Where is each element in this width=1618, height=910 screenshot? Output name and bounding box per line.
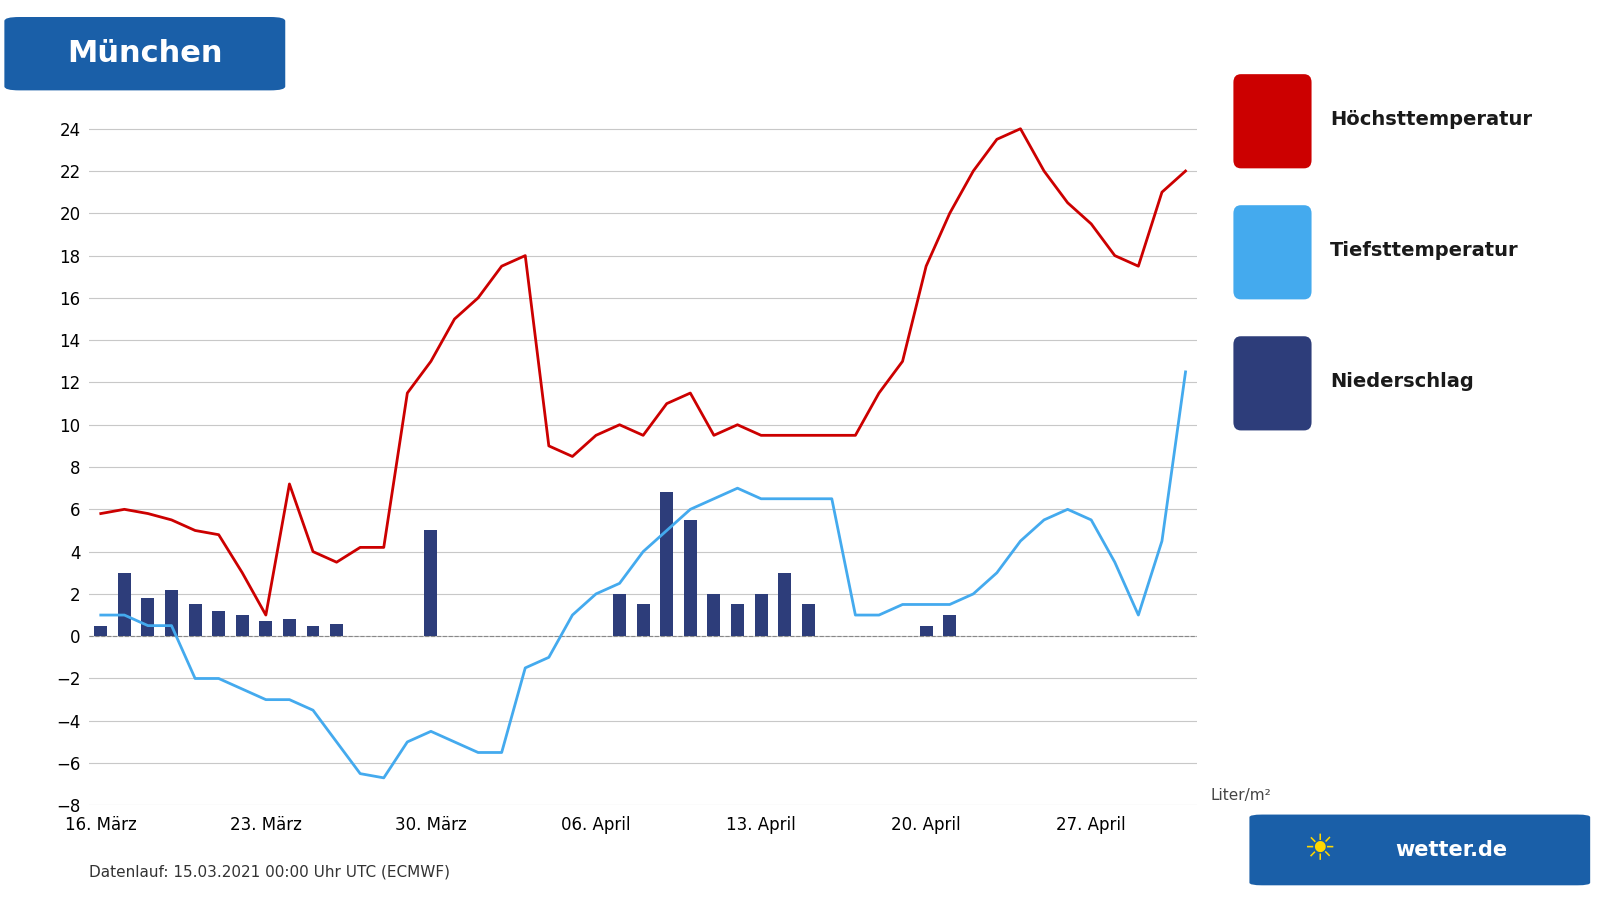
FancyBboxPatch shape — [1233, 337, 1312, 430]
Bar — [165, 590, 178, 636]
Bar — [636, 604, 650, 636]
Text: Niederschlag: Niederschlag — [1330, 372, 1474, 390]
Bar — [778, 572, 791, 636]
Bar — [259, 622, 272, 636]
Bar — [424, 531, 437, 636]
Bar — [189, 604, 202, 636]
Bar — [94, 626, 107, 636]
Bar — [684, 520, 697, 636]
Text: wetter.de: wetter.de — [1395, 840, 1508, 860]
Bar — [731, 604, 744, 636]
Bar — [330, 623, 343, 636]
Bar — [707, 594, 720, 636]
Bar — [212, 611, 225, 636]
Bar — [236, 615, 249, 636]
Text: Datenlauf: 15.03.2021 00:00 Uhr UTC (ECMWF): Datenlauf: 15.03.2021 00:00 Uhr UTC (ECM… — [89, 864, 450, 879]
FancyBboxPatch shape — [1233, 74, 1312, 168]
Bar — [613, 594, 626, 636]
Bar — [803, 604, 815, 636]
FancyBboxPatch shape — [1249, 814, 1590, 885]
Text: Höchsttemperatur: Höchsttemperatur — [1330, 110, 1532, 128]
Bar — [306, 626, 319, 636]
Text: Tiefsttemperatur: Tiefsttemperatur — [1330, 241, 1519, 259]
Bar — [283, 620, 296, 636]
FancyBboxPatch shape — [1233, 206, 1312, 299]
Bar — [141, 598, 154, 636]
Text: München: München — [66, 39, 223, 68]
Bar — [754, 594, 767, 636]
Bar — [660, 492, 673, 636]
FancyBboxPatch shape — [5, 17, 285, 90]
Bar — [919, 626, 932, 636]
Text: ☀: ☀ — [1302, 833, 1335, 867]
Bar — [118, 572, 131, 636]
Text: Liter/m²: Liter/m² — [1210, 788, 1272, 803]
Bar — [943, 615, 956, 636]
